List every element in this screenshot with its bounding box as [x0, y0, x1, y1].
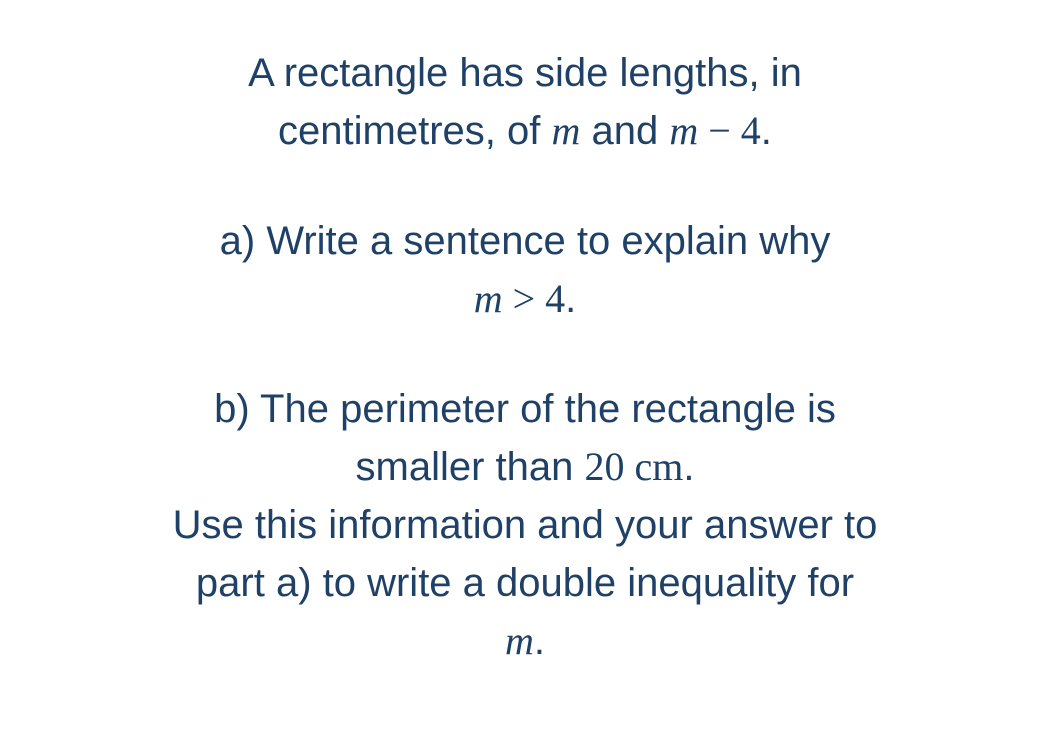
part-a-block: a) Write a sentence to explain whym > 4.	[173, 212, 878, 328]
intro-block: A rectangle has side lengths, incentimet…	[173, 44, 878, 160]
spacer	[173, 328, 878, 380]
part-b-line4: part a) to write a double inequality for	[173, 554, 878, 612]
part-b-block: b) The perimeter of the rectangle issmal…	[173, 380, 878, 670]
spacer	[173, 160, 878, 212]
part-a-line1: a) Write a sentence to explain why	[173, 212, 878, 270]
intro-line2: centimetres, of m and m − 4.	[173, 102, 878, 160]
part-a-inequality: m > 4.	[173, 270, 878, 328]
part-b-line2: smaller than 20 cm.	[173, 438, 878, 496]
intro-line1: A rectangle has side lengths, in	[173, 44, 878, 102]
part-b-line1: b) The perimeter of the rectangle is	[173, 380, 878, 438]
part-b-line5: m.	[173, 612, 878, 670]
part-b-line3: Use this information and your answer to	[173, 496, 878, 554]
